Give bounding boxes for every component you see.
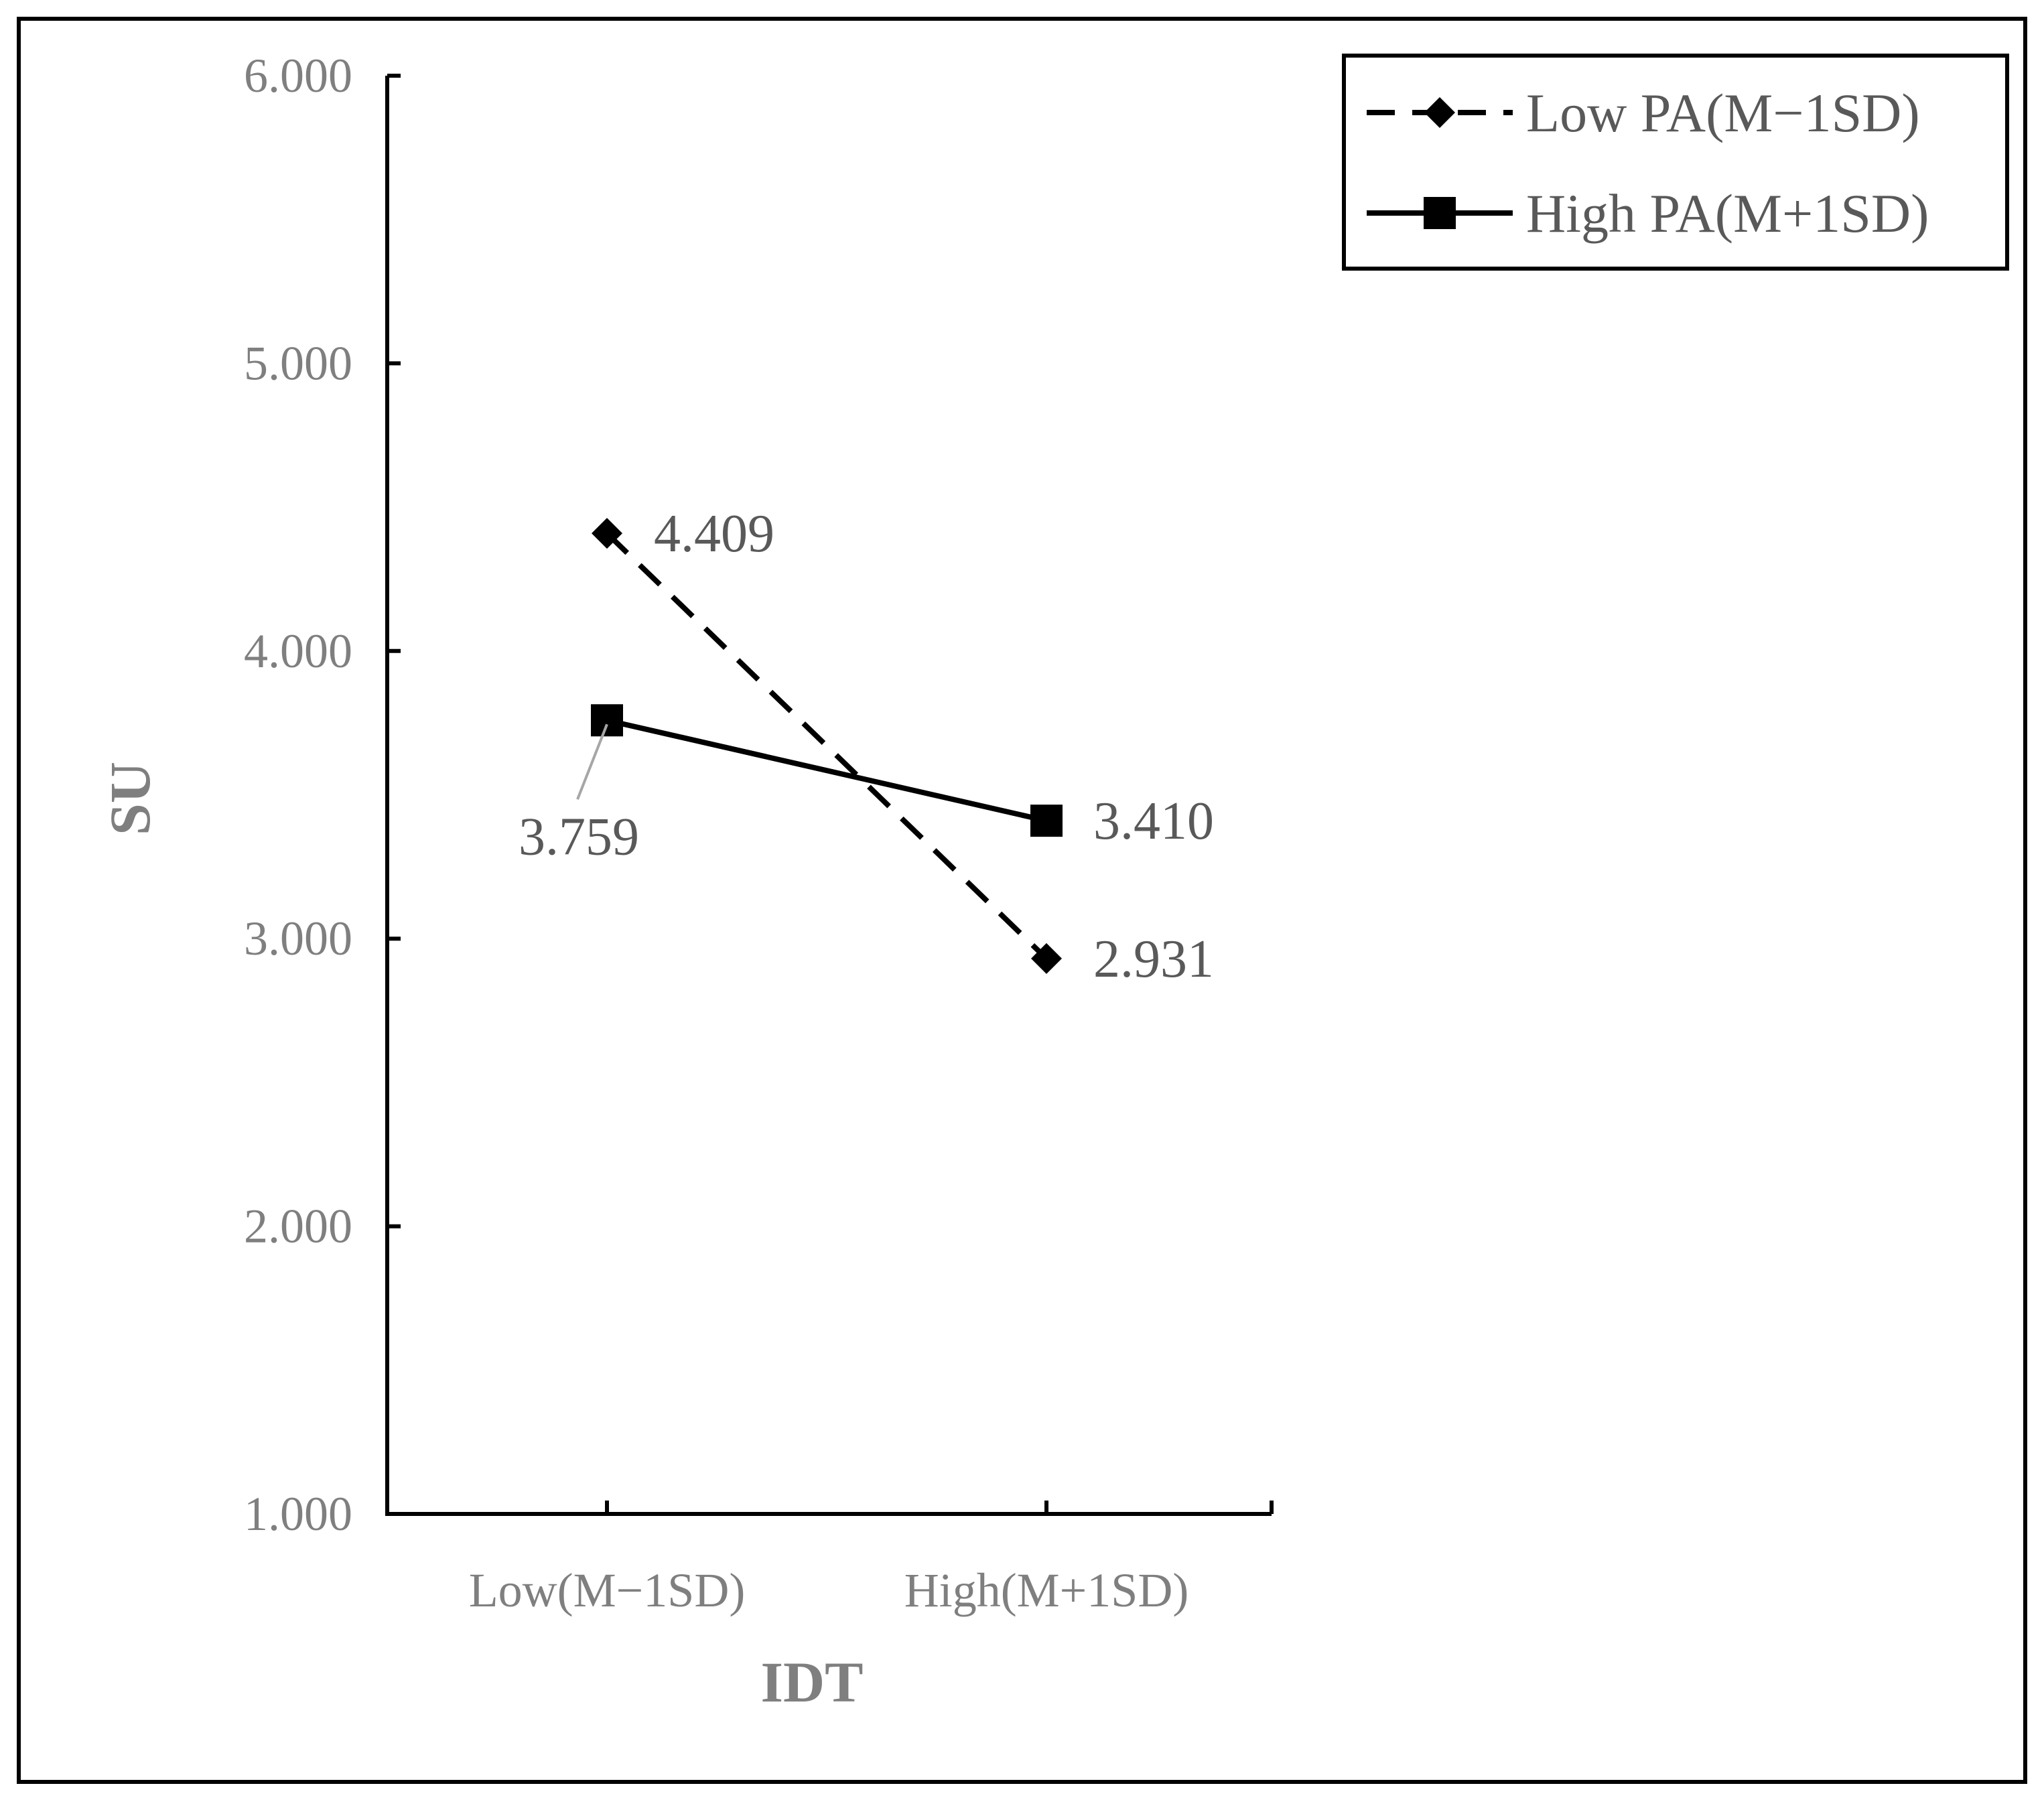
legend: Low PA(M−1SD) High PA(M+1SD) bbox=[1342, 54, 2009, 271]
series-2: 3.759 3.410 bbox=[519, 704, 1214, 866]
x-ticks: Low(M−1SD) High(M+1SD) bbox=[385, 1501, 1274, 1617]
marker-diamond bbox=[1424, 97, 1455, 128]
x-axis-title: IDT bbox=[761, 1650, 864, 1714]
marker-square bbox=[591, 704, 623, 737]
data-label: 2.931 bbox=[1093, 930, 1214, 989]
data-label: 3.759 bbox=[519, 807, 639, 866]
data-label: 4.409 bbox=[654, 504, 774, 563]
x-tick-label: High(M+1SD) bbox=[904, 1564, 1189, 1617]
y-ticks: 1.000 2.000 3.000 4.000 5.000 6.000 bbox=[244, 49, 401, 1541]
marker-diamond bbox=[592, 518, 622, 549]
series-1: 4.409 2.931 bbox=[592, 504, 1214, 989]
y-tick-label: 1.000 bbox=[244, 1487, 352, 1541]
x-tick-label: Low(M−1SD) bbox=[469, 1564, 746, 1617]
chart-border bbox=[17, 17, 2027, 1784]
legend-entry: Low PA(M−1SD) bbox=[1526, 82, 1920, 143]
series-line bbox=[606, 717, 1047, 824]
y-tick-label: 5.000 bbox=[244, 336, 352, 390]
legend-entry: High PA(M+1SD) bbox=[1526, 183, 1929, 244]
y-tick-label: 3.000 bbox=[244, 912, 352, 965]
marker-square bbox=[1030, 805, 1063, 837]
data-label-leader-line bbox=[576, 723, 608, 801]
marker-square bbox=[1424, 197, 1456, 229]
series-line bbox=[605, 531, 1048, 961]
legend-box bbox=[1342, 54, 2009, 271]
y-axis-title: SU bbox=[98, 762, 162, 835]
marker-diamond bbox=[1031, 943, 1062, 974]
series-layer: 4.409 2.931 3.759 3.410 bbox=[519, 504, 1214, 989]
y-tick-label: 6.000 bbox=[244, 49, 352, 102]
y-tick-label: 4.000 bbox=[244, 624, 352, 678]
y-tick-label: 2.000 bbox=[244, 1200, 352, 1253]
axes bbox=[385, 76, 1272, 1516]
data-label: 3.410 bbox=[1093, 792, 1214, 851]
